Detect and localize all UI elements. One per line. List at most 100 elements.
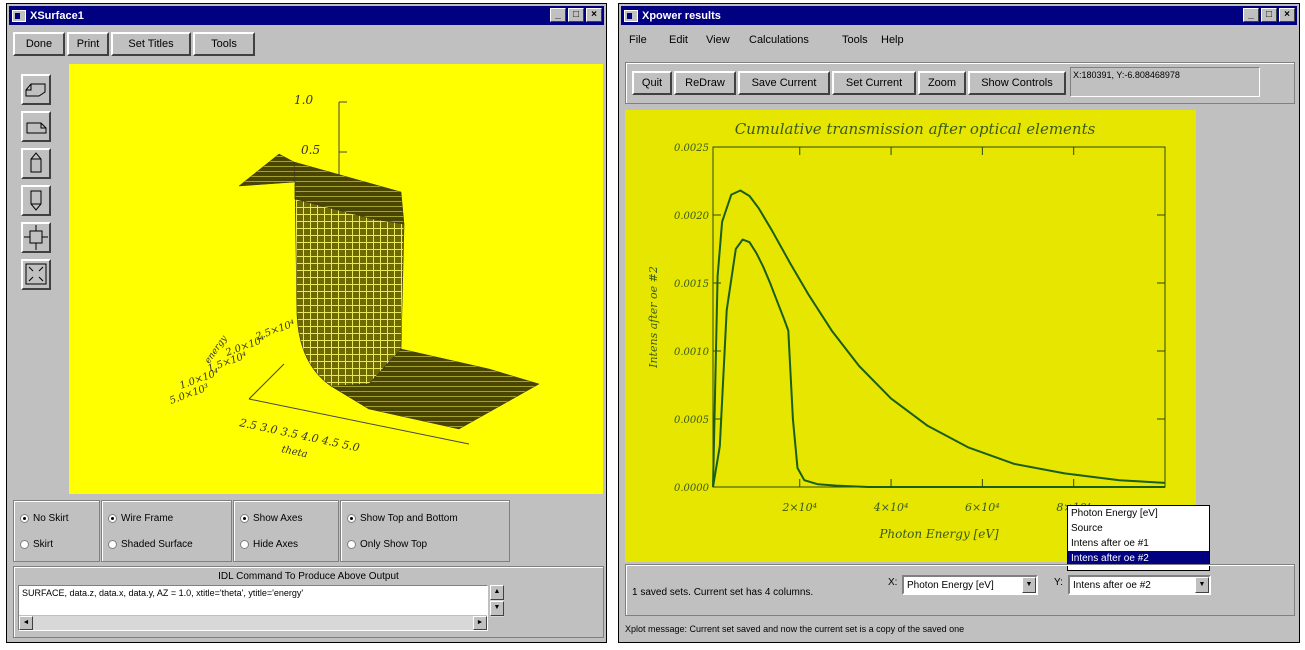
show-axes-label: Show Axes — [253, 513, 302, 524]
rotate-right-icon[interactable] — [21, 111, 51, 142]
xpower-titlebar[interactable]: Xpower results _ □ × — [621, 6, 1297, 25]
quit-button[interactable]: Quit — [632, 71, 672, 95]
rotate-down-icon[interactable] — [21, 185, 51, 216]
scroll-left-icon[interactable]: ◄ — [19, 616, 33, 630]
wire-frame-label: Wire Frame — [121, 513, 173, 524]
surface-plot: 1.0 0.5 2.5×10⁴ 2.0×10⁴ 1.5×10⁴ 1.0×10⁴ … — [69, 64, 603, 494]
scroll-up-icon[interactable]: ▲ — [490, 585, 504, 600]
radio-icon[interactable] — [108, 540, 117, 549]
message-bar: Xplot message: Current set saved and now… — [625, 624, 964, 634]
print-button[interactable]: Print — [67, 32, 109, 56]
no-skirt-label: No Skirt — [33, 513, 69, 524]
show-top-bottom-option[interactable]: Show Top and Bottom — [347, 513, 458, 524]
scroll-down-icon[interactable]: ▼ — [490, 601, 504, 616]
horizontal-scrollbar[interactable]: ◄ ► — [19, 615, 487, 630]
only-show-top-option[interactable]: Only Show Top — [347, 539, 427, 550]
hide-axes-option[interactable]: Hide Axes — [240, 539, 298, 550]
window-app-icon[interactable] — [12, 10, 26, 22]
minimize-icon[interactable]: _ — [550, 8, 566, 22]
x-select-value: Photon Energy [eV] — [907, 580, 994, 591]
set-titles-button[interactable]: Set Titles — [111, 32, 191, 56]
radio-icon[interactable] — [20, 540, 29, 549]
dropdown-option[interactable]: Source — [1068, 521, 1209, 536]
tool-palette — [13, 64, 69, 494]
y-tick-label: 0.0015 — [674, 279, 709, 290]
tools-button[interactable]: Tools — [193, 32, 255, 56]
redraw-button[interactable]: ReDraw — [674, 71, 736, 95]
set-current-button[interactable]: Set Current — [832, 71, 916, 95]
only-show-top-label: Only Show Top — [360, 539, 427, 550]
button-bar: Quit ReDraw Save Current Set Current Zoo… — [625, 62, 1295, 104]
dropdown-option[interactable]: Photon Energy [eV] — [1068, 506, 1209, 521]
vertical-scrollbar[interactable]: ▲ ▼ — [490, 585, 504, 617]
y-dropdown-list[interactable]: Photon Energy [eV] Source Intens after o… — [1067, 505, 1210, 571]
y-select-label: Y: — [1054, 577, 1063, 588]
x-select-label: X: — [888, 577, 897, 588]
menu-calculations[interactable]: Calculations — [749, 34, 809, 46]
show-axes-option[interactable]: Show Axes — [240, 513, 302, 524]
dropdown-option[interactable]: Intens after oe #1 — [1068, 536, 1209, 551]
skirt-label: Skirt — [33, 539, 53, 550]
y-tick-label: 0.0005 — [674, 415, 709, 426]
xsurface-titlebar[interactable]: XSurface1 _ □ × — [9, 6, 604, 25]
command-group: IDL Command To Produce Above Output SURF… — [13, 566, 604, 638]
chevron-down-icon[interactable]: ▼ — [1195, 577, 1209, 593]
zoom-button[interactable]: Zoom — [918, 71, 966, 95]
chevron-down-icon[interactable]: ▼ — [1022, 577, 1036, 593]
chart-background — [625, 110, 1196, 562]
maximize-icon[interactable]: □ — [568, 8, 584, 22]
status-text: 1 saved sets. Current set has 4 columns. — [632, 587, 813, 598]
y-tick-label: 0.0020 — [674, 211, 710, 222]
show-top-bottom-label: Show Top and Bottom — [360, 513, 458, 524]
show-controls-button[interactable]: Show Controls — [968, 71, 1066, 95]
xpower-title: Xpower results — [642, 10, 721, 22]
menu-tools[interactable]: Tools — [842, 34, 868, 46]
close-icon[interactable]: × — [586, 8, 602, 22]
command-textarea[interactable]: SURFACE, data.z, data.x, data.y, AZ = 1.… — [18, 585, 488, 631]
scroll-right-icon[interactable]: ► — [473, 616, 487, 630]
no-skirt-option[interactable]: No Skirt — [20, 513, 69, 524]
close-icon[interactable]: × — [1279, 8, 1295, 22]
xpower-window: Xpower results _ □ × File Edit View Calc… — [618, 3, 1300, 643]
top-bottom-group: Show Top and Bottom Only Show Top — [340, 500, 510, 562]
z-tick-label: 0.5 — [301, 143, 320, 157]
done-button[interactable]: Done — [13, 32, 65, 56]
minimize-icon[interactable]: _ — [1243, 8, 1259, 22]
window-app-icon[interactable] — [624, 10, 638, 22]
y-tick-label: 0.0000 — [674, 483, 710, 494]
menu-edit[interactable]: Edit — [669, 34, 688, 46]
xsurface-window: XSurface1 _ □ × Done Print Set Titles To… — [6, 3, 607, 643]
selector-bar: 1 saved sets. Current set has 4 columns.… — [625, 564, 1295, 616]
maximize-icon[interactable]: □ — [1261, 8, 1277, 22]
menu-file[interactable]: File — [629, 34, 647, 46]
command-text: SURFACE, data.z, data.x, data.y, AZ = 1.… — [22, 588, 482, 598]
menu-help[interactable]: Help — [881, 34, 904, 46]
radio-icon[interactable] — [108, 514, 117, 523]
skirt-option[interactable]: Skirt — [20, 539, 53, 550]
render-group: Wire Frame Shaded Surface — [101, 500, 232, 562]
radio-icon[interactable] — [240, 540, 249, 549]
y-axis-title: Intens after oe #2 — [647, 266, 660, 369]
rotate-left-icon[interactable] — [21, 74, 51, 105]
x-tick-label: 2×10⁴ — [781, 501, 817, 514]
radio-icon[interactable] — [20, 514, 29, 523]
menu-view[interactable]: View — [706, 34, 730, 46]
radio-icon[interactable] — [240, 514, 249, 523]
radio-icon[interactable] — [347, 540, 356, 549]
y-select-value: Intens after oe #2 — [1073, 580, 1151, 591]
wire-frame-option[interactable]: Wire Frame — [108, 513, 173, 524]
skirt-group: No Skirt Skirt — [13, 500, 100, 562]
x-tick-label: 6×10⁴ — [965, 501, 1000, 514]
zoom-in-icon[interactable] — [21, 259, 51, 290]
zoom-out-icon[interactable] — [21, 222, 51, 253]
x-tick-label: 4×10⁴ — [873, 501, 909, 514]
shaded-surface-option[interactable]: Shaded Surface — [108, 539, 193, 550]
radio-icon[interactable] — [347, 514, 356, 523]
x-axis-title: Photon Energy [eV] — [878, 527, 999, 541]
y-column-select[interactable]: Intens after oe #2 ▼ — [1068, 575, 1211, 595]
save-current-button[interactable]: Save Current — [738, 71, 830, 95]
x-column-select[interactable]: Photon Energy [eV] ▼ — [902, 575, 1038, 595]
coord-readout: X:180391, Y:-6.808468978 — [1070, 67, 1260, 97]
rotate-up-icon[interactable] — [21, 148, 51, 179]
xsurface-title: XSurface1 — [30, 10, 84, 22]
